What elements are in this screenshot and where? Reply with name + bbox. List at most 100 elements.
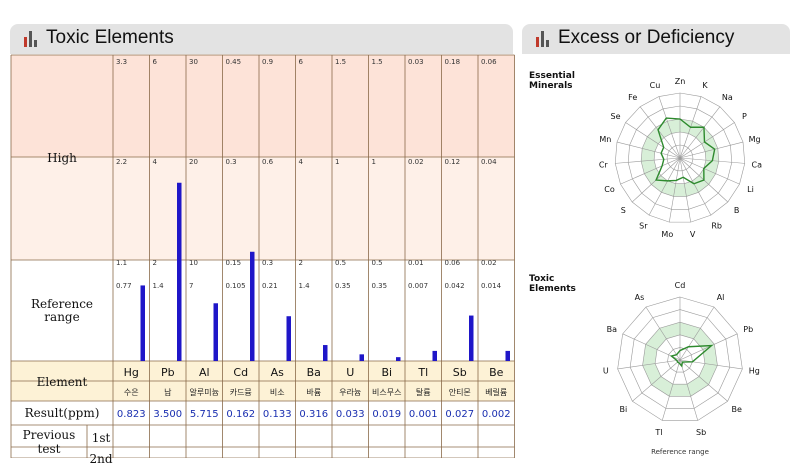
radar-spoke <box>679 359 699 421</box>
bar-chart-icon <box>536 31 550 47</box>
high-label: High <box>47 151 77 165</box>
radar-grid <box>642 321 718 397</box>
threshold-label: 1 <box>372 158 376 166</box>
threshold-label: 0.45 <box>226 58 242 66</box>
element-korean-name: 알루미늄 <box>190 387 219 397</box>
radar-spoke <box>658 96 681 159</box>
radar-spoke <box>620 157 681 185</box>
radar-spoke <box>679 333 738 361</box>
radar-axis-label: Li <box>747 185 754 194</box>
threshold-label: 1.4 <box>299 282 311 290</box>
radar-spoke <box>679 359 728 402</box>
radar-axis-label: Co <box>604 185 615 194</box>
threshold-label: 2 <box>299 259 303 267</box>
previous-test-label: Previous test <box>22 428 76 456</box>
threshold-label: 7 <box>189 282 193 290</box>
radar-title: Toxic <box>529 274 554 284</box>
radar-axis-label: Mn <box>599 135 611 144</box>
radar-axis-label: Be <box>731 405 741 414</box>
radar-spoke <box>679 306 715 361</box>
radar-axis-label: Al <box>717 293 725 302</box>
radar-spoke <box>645 306 681 361</box>
radar-spoke <box>632 359 681 402</box>
radar-axis-label: S <box>621 206 626 215</box>
threshold-label: 2 <box>153 259 157 267</box>
radar-axis-label: Cr <box>599 160 609 169</box>
result-value: 0.316 <box>299 409 328 420</box>
radar-title: Minerals <box>529 81 573 91</box>
element-korean-name: 탈륨 <box>416 387 431 397</box>
element-korean-name: 납 <box>164 388 172 397</box>
threshold-label: 0.02 <box>481 259 497 267</box>
result-value: 0.162 <box>226 409 255 420</box>
radar-axis-label: Pb <box>743 325 753 334</box>
result-value: 0.033 <box>336 409 365 420</box>
threshold-label: 0.007 <box>408 282 428 290</box>
radar-axis-label: As <box>635 293 645 302</box>
threshold-label: 0.77 <box>116 282 132 290</box>
element-korean-name: 카드뮴 <box>230 388 252 397</box>
element-korean-name: 수은 <box>124 388 139 397</box>
bar-chart-icon <box>24 31 38 47</box>
threshold-label: 0.6 <box>262 158 274 166</box>
element-symbol: Bi <box>381 366 392 379</box>
radar-series <box>669 344 714 368</box>
radar-axis-label: Ba <box>607 325 617 334</box>
radar-axis-label: B <box>734 206 740 215</box>
element-symbol: Ba <box>307 366 321 379</box>
radar-axis-label: P <box>742 112 747 121</box>
threshold-label: 0.35 <box>372 282 388 290</box>
threshold-label: 1 <box>335 158 339 166</box>
result-value: 0.823 <box>117 409 146 420</box>
threshold-label: 4 <box>153 158 158 166</box>
radar-spoke <box>669 157 681 223</box>
first-test-label: 1st <box>91 431 111 445</box>
threshold-label: 20 <box>189 158 198 166</box>
element-korean-name: 우라늄 <box>339 388 361 397</box>
threshold-label: 1.4 <box>153 282 165 290</box>
threshold-label: 0.18 <box>445 58 461 66</box>
element-label: Element <box>36 375 88 389</box>
radar-grid <box>640 118 720 197</box>
radar-spoke <box>615 157 681 164</box>
bar-hg <box>140 285 145 361</box>
element-korean-name: 바륨 <box>306 387 321 397</box>
element-korean-name: 비스무스 <box>372 388 401 397</box>
toxic-elements-header: Toxic Elements <box>10 24 513 54</box>
radar-axis-label: Sb <box>696 428 706 437</box>
bar-bi <box>396 357 401 361</box>
result-value: 0.133 <box>263 409 292 420</box>
radar-grid <box>667 347 693 373</box>
threshold-label: 0.5 <box>335 259 346 267</box>
radar-spoke <box>625 122 681 159</box>
threshold-label: 0.04 <box>481 158 497 166</box>
radar-axis-label: K <box>702 81 708 90</box>
radar-caption: Reference range <box>651 448 709 456</box>
radar-axis-label: Rb <box>711 222 722 231</box>
radar-axis-label: Zn <box>675 77 686 86</box>
radar-axis-label: Mg <box>749 135 761 144</box>
radar-grid <box>614 92 746 223</box>
result-value: 0.027 <box>445 409 474 420</box>
reference-range-label: Reference range <box>30 297 94 324</box>
threshold-label: 0.06 <box>481 58 497 66</box>
radar-axis-label: Cu <box>650 81 661 90</box>
radar-spoke <box>679 106 721 159</box>
radar-spoke <box>679 141 744 159</box>
bar-ba <box>323 345 328 361</box>
result-value: 0.002 <box>482 409 511 420</box>
threshold-label: 1.5 <box>335 58 346 66</box>
radar-axis-label: Ca <box>751 160 762 169</box>
radar-axis-label: Se <box>611 112 621 121</box>
radar-grid <box>654 334 706 385</box>
element-symbol: Hg <box>124 366 139 379</box>
result-value: 0.001 <box>409 409 438 420</box>
mid-band <box>11 157 515 260</box>
bar-as <box>286 316 291 361</box>
threshold-label: 0.03 <box>408 58 424 66</box>
radar-axis-label: Cd <box>675 281 686 290</box>
bar-sb <box>469 315 474 361</box>
bar-cd <box>250 251 255 361</box>
result-value: 3.500 <box>153 409 182 420</box>
element-korean-name: 안티몬 <box>449 387 471 397</box>
